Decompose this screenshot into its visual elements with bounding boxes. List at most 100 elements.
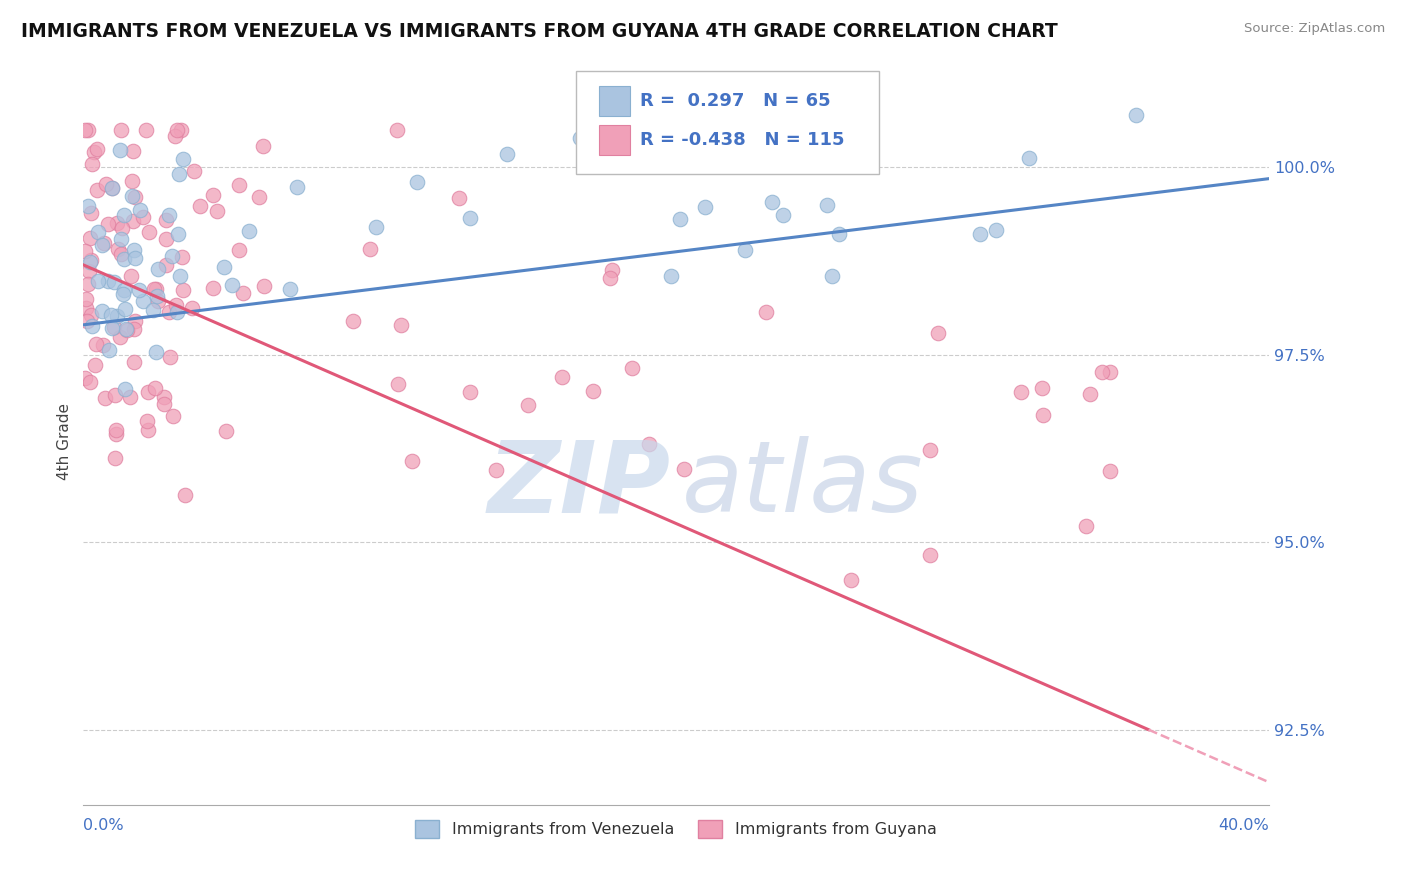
Point (1074, 519, 1097, 533)
Point (128, 284, 150, 298)
Point (112, 283, 135, 297)
Point (387, 376, 409, 391)
Point (124, 314, 146, 328)
Point (1091, 365, 1114, 379)
Point (79, 231, 101, 245)
Point (637, 437, 659, 451)
Point (79, 254, 101, 268)
Point (91, 304, 114, 318)
Text: IMMIGRANTS FROM VENEZUELA VS IMMIGRANTS FROM GUYANA 4TH GRADE CORRELATION CHART: IMMIGRANTS FROM VENEZUELA VS IMMIGRANTS … (21, 22, 1057, 41)
Point (73, 244, 96, 258)
Point (183, 163, 205, 178)
Point (285, 179, 308, 194)
Point (121, 189, 143, 203)
Point (146, 289, 169, 303)
Point (447, 191, 470, 205)
Point (136, 385, 159, 400)
Point (100, 308, 122, 322)
Point (86, 183, 108, 197)
Point (94, 391, 117, 405)
Point (136, 423, 159, 437)
Point (174, 488, 197, 502)
Point (91, 237, 114, 252)
Point (75, 301, 97, 316)
Point (122, 355, 145, 369)
Point (252, 138, 274, 153)
Point (82, 319, 104, 334)
Point (108, 143, 131, 157)
Point (101, 181, 124, 195)
Point (550, 370, 572, 384)
Point (122, 322, 145, 336)
Point (100, 181, 122, 195)
Point (918, 442, 941, 457)
Point (172, 152, 194, 166)
Point (91, 337, 114, 351)
Point (111, 221, 134, 235)
Point (110, 247, 132, 261)
Point (165, 128, 187, 143)
Point (121, 174, 143, 188)
Point (180, 301, 202, 316)
Point (142, 302, 165, 317)
Point (166, 305, 188, 319)
Y-axis label: 4th Grade: 4th Grade (58, 402, 72, 480)
Point (86, 274, 108, 288)
Point (104, 388, 127, 402)
Point (1018, 151, 1040, 165)
Text: Source: ZipAtlas.com: Source: ZipAtlas.com (1244, 22, 1385, 36)
Point (75, 292, 97, 306)
Point (145, 283, 167, 297)
Point (97, 217, 120, 231)
Point (110, 232, 132, 246)
Point (215, 424, 238, 438)
Point (672, 462, 695, 476)
Point (105, 426, 128, 441)
Point (104, 450, 127, 465)
Point (93, 235, 115, 250)
Point (984, 223, 1007, 237)
Point (188, 199, 211, 213)
Point (120, 268, 142, 283)
Point (114, 382, 136, 396)
Point (153, 397, 176, 411)
Point (1099, 365, 1122, 379)
Point (458, 211, 481, 225)
Point (517, 398, 540, 412)
Point (918, 549, 941, 563)
Point (927, 326, 949, 341)
Point (364, 219, 387, 234)
Point (77, 123, 100, 137)
Point (103, 276, 125, 290)
Point (815, 197, 838, 211)
Text: 40.0%: 40.0% (1218, 818, 1268, 833)
Point (166, 298, 188, 312)
Point (228, 178, 250, 193)
Point (228, 243, 250, 257)
Point (100, 321, 122, 335)
Point (76, 200, 98, 214)
Point (107, 215, 129, 229)
Point (135, 123, 157, 137)
Point (170, 123, 193, 137)
Point (169, 268, 191, 283)
Point (83, 145, 105, 159)
Point (359, 242, 381, 256)
Point (121, 144, 143, 158)
Point (458, 385, 481, 400)
Point (146, 261, 169, 276)
Point (761, 195, 783, 210)
Point (84, 337, 107, 351)
Point (582, 384, 605, 399)
Point (669, 212, 692, 227)
Point (167, 167, 190, 181)
Point (80, 252, 103, 267)
Text: atlas: atlas (682, 436, 924, 533)
Point (138, 226, 160, 240)
Point (98, 343, 121, 357)
Point (110, 123, 132, 137)
Point (1078, 386, 1101, 401)
Point (77, 277, 100, 292)
Point (401, 454, 423, 468)
Point (128, 202, 150, 217)
